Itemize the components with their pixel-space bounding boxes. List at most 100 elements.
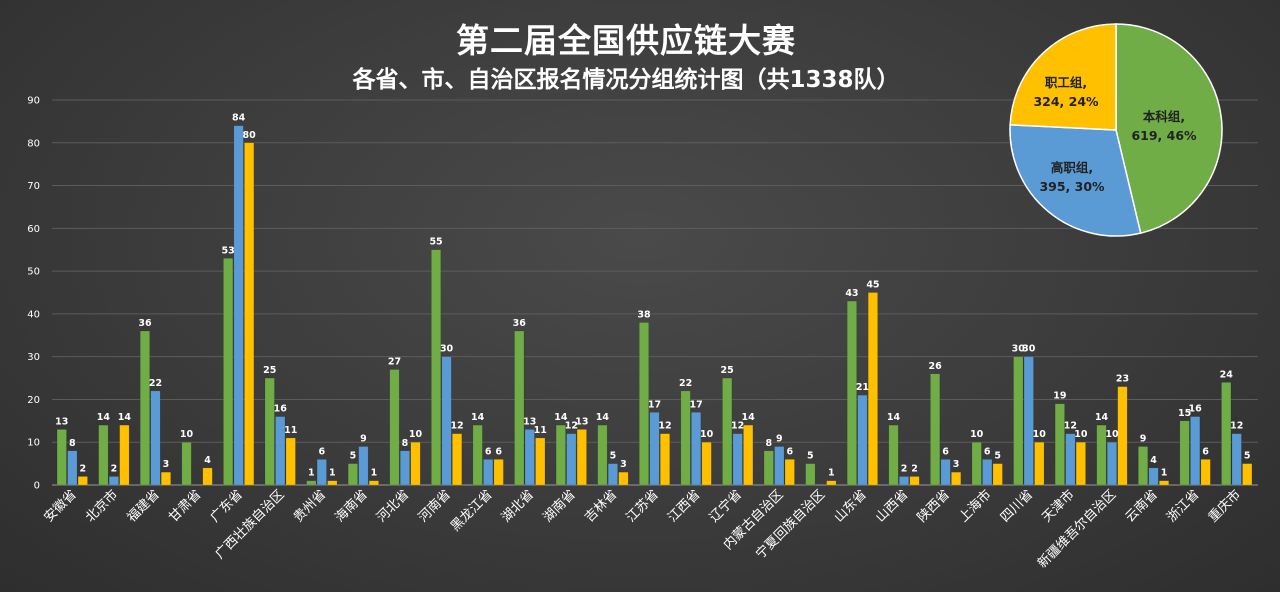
data-label: 3	[953, 459, 960, 470]
y-tick-label: 50	[27, 267, 40, 278]
bar	[1096, 424, 1107, 486]
category-label: 新疆维吾尔自治区	[1034, 487, 1119, 572]
y-tick-label: 60	[27, 224, 40, 235]
bar	[389, 369, 400, 486]
bar	[244, 142, 255, 486]
bar	[306, 480, 317, 486]
data-label: 12	[565, 421, 578, 432]
category-label: 云南省	[1122, 487, 1161, 526]
data-label: 8	[69, 438, 76, 449]
category-label: 山东省	[832, 487, 870, 525]
category-label: 辽宁省	[706, 487, 745, 526]
category-label: 四川省	[998, 487, 1036, 525]
bar	[774, 446, 785, 486]
pie-label-value: 324, 24%	[1033, 94, 1099, 109]
bar	[139, 330, 150, 486]
bar	[347, 463, 358, 486]
pie-slice	[1009, 123, 1142, 237]
data-label: 12	[1064, 421, 1077, 432]
y-tick-label: 40	[27, 309, 40, 320]
bar	[56, 429, 67, 486]
data-label: 5	[807, 451, 814, 462]
data-label: 1	[1161, 468, 1168, 479]
data-label: 10	[970, 429, 984, 440]
data-label: 5	[610, 451, 617, 462]
bar	[493, 459, 504, 486]
bar	[930, 373, 941, 486]
data-label: 10	[1033, 429, 1047, 440]
data-label: 22	[679, 378, 692, 389]
pie-slice	[1009, 23, 1117, 131]
category-label: 上海市	[956, 487, 995, 526]
category-label: 山西省	[873, 487, 911, 525]
bar	[618, 471, 629, 486]
data-label: 38	[637, 309, 651, 320]
bar	[108, 476, 119, 486]
bar	[1034, 441, 1045, 486]
pie-slice	[1115, 23, 1223, 234]
data-label: 25	[263, 365, 276, 376]
data-label: 9	[360, 434, 367, 445]
data-label: 6	[318, 446, 325, 457]
bar	[1200, 459, 1211, 486]
bar	[535, 437, 546, 486]
data-label: 17	[689, 399, 702, 410]
bar	[1117, 386, 1128, 486]
category-label: 河北省	[374, 487, 412, 525]
bar	[399, 450, 410, 486]
bar	[181, 441, 192, 486]
bar	[940, 459, 951, 486]
bar	[982, 459, 993, 486]
y-tick-label: 70	[27, 181, 40, 192]
bar	[119, 424, 130, 486]
category-label: 安徽省	[41, 487, 79, 525]
data-label: 11	[284, 425, 297, 436]
data-label: 8	[402, 438, 409, 449]
bar	[971, 441, 982, 486]
bar	[233, 125, 244, 486]
bar	[576, 429, 587, 486]
bar	[899, 476, 910, 486]
data-label: 14	[97, 412, 111, 423]
data-label: 2	[111, 463, 118, 474]
category-label: 陕西省	[915, 487, 953, 525]
data-label: 6	[495, 446, 502, 457]
bar	[452, 433, 463, 486]
data-label: 6	[485, 446, 492, 457]
bar	[951, 471, 962, 486]
data-label: 45	[866, 280, 879, 291]
data-label: 10	[700, 429, 714, 440]
bars	[56, 125, 1253, 486]
data-label: 30	[440, 344, 454, 355]
data-label: 16	[1189, 404, 1203, 415]
data-label: 26	[928, 361, 942, 372]
data-label: 5	[1244, 451, 1251, 462]
bar	[202, 467, 213, 486]
category-label: 天津市	[1039, 487, 1078, 526]
bar	[649, 412, 660, 486]
category-label: 广西壮族自治区	[212, 487, 288, 563]
bar	[67, 450, 78, 486]
bar	[327, 480, 338, 486]
data-label: 4	[1150, 455, 1157, 466]
data-label: 12	[731, 421, 744, 432]
data-label: 9	[776, 434, 783, 445]
category-label: 江苏省	[623, 487, 662, 526]
bar	[1106, 441, 1117, 486]
bar	[150, 390, 161, 486]
data-label: 2	[911, 463, 918, 474]
data-label: 8	[765, 438, 772, 449]
data-label: 6	[942, 446, 949, 457]
category-label: 宁夏回族自治区	[753, 487, 829, 563]
bar	[1075, 441, 1086, 486]
bar	[1242, 463, 1253, 486]
data-label: 15	[1178, 408, 1191, 419]
bar	[1138, 446, 1149, 486]
data-label: 17	[648, 399, 661, 410]
data-label: 55	[429, 237, 442, 248]
bar	[441, 356, 452, 486]
data-label: 10	[409, 429, 423, 440]
data-label: 6	[984, 446, 991, 457]
